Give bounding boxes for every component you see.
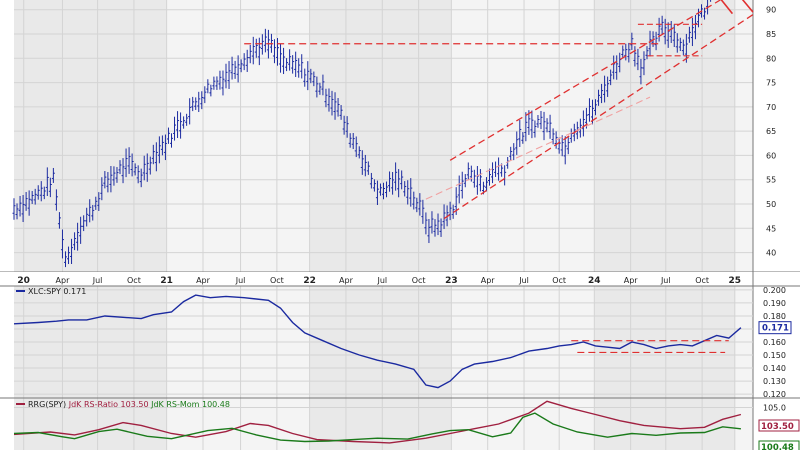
rs-ratio-line [13,400,742,444]
x-tick-label: 22 [303,276,316,286]
x-tick-label: 24 [588,276,601,286]
price-axis-tick: 65 [766,127,776,136]
rrg-axis-tick: 105.0 [763,403,786,412]
rs-current-value: 0.171 [762,324,789,334]
rs-axis-tick: 0.160 [763,338,786,347]
x-tick-label: Apr [56,276,71,285]
rs-current-box [758,321,792,335]
year-band [594,398,735,450]
x-tick-label: Apr [481,276,496,285]
rs-legend-label: XLC:SPY 0.171 [28,287,86,296]
x-tick-label: Apr [339,276,354,285]
rs-line [13,294,742,389]
x-tick-label: Oct [270,276,284,285]
rs-axis-tick: 0.190 [763,299,786,308]
year-band [451,398,595,450]
arrow-mark [720,0,734,15]
x-tick-label: Oct [127,276,141,285]
x-tick-label: Jul [376,276,387,285]
price-axis-tick: 45 [766,224,776,233]
price-axis-tick: 60 [766,151,776,160]
rs-axis-tick: 0.130 [763,377,786,386]
x-tick-label: Jul [92,276,103,285]
price-axis-tick: 55 [766,176,776,185]
price-axis-tick: 75 [766,79,776,88]
x-tick-label: 20 [17,276,30,286]
year-band [14,0,167,272]
price-axis-tick: 70 [766,103,776,112]
rs-axis-tick: 0.200 [763,286,786,295]
x-tick-label: Apr [624,276,639,285]
year-band [734,398,753,450]
channel-faint-line [425,96,651,200]
x-tick-label: 23 [445,276,458,286]
x-tick-label: Jul [235,276,246,285]
rs-axis-tick: 0.140 [763,364,786,373]
x-tick-label: 25 [729,276,742,286]
year-band [734,0,753,272]
price-axis-tick: 40 [766,249,776,258]
year-band [166,398,310,450]
rs-ratio-current-box [758,419,800,432]
price-axis-tick: 90 [766,6,776,15]
price-axis-tick: 80 [766,54,776,63]
year-band [594,0,735,272]
price-axis-tick: 85 [766,30,776,39]
price-axis-tick: 50 [766,200,776,209]
arrow-mark [741,0,754,13]
x-tick-label: 21 [160,276,173,286]
rs-axis-tick: 0.120 [763,390,786,399]
date-axis-band [0,272,800,286]
x-tick-label: Oct [695,276,709,285]
rs-mom-line [13,412,741,443]
year-band [14,398,167,450]
rs-mom-current-value: 100.48 [761,443,794,450]
x-tick-label: Jul [660,276,671,285]
rs-axis-tick: 0.180 [763,312,786,321]
rs-ratio-current-value: 103.50 [761,422,794,432]
x-tick-label: Oct [552,276,566,285]
x-tick-label: Apr [196,276,211,285]
channel-lower-line [443,14,754,220]
rs-axis-tick: 0.150 [763,351,786,360]
year-band [309,0,452,272]
x-tick-label: Jul [518,276,529,285]
rrg-legend-label: RRG(SPY) JdK RS-Ratio 103.50 JdK RS-Mom … [28,400,230,409]
year-band [166,0,310,272]
x-tick-label: Oct [412,276,426,285]
channel-upper-line [449,0,721,161]
